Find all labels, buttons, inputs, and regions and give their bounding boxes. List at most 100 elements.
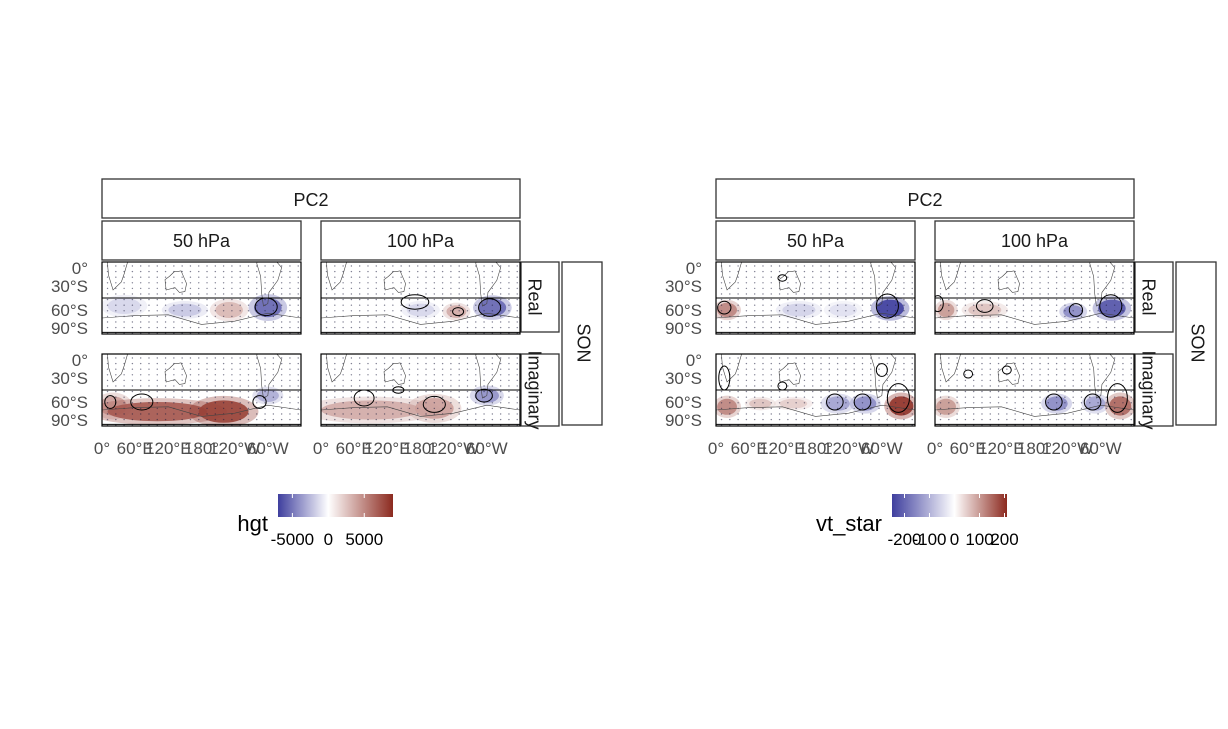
panel-0-0-0-grid-dot — [148, 282, 150, 284]
panel-1-1-1-grid-dot — [997, 396, 1000, 398]
panel-1-0-1-grid-dot — [753, 379, 756, 382]
panel-0-0-1-grid-dot — [181, 396, 183, 398]
panel-0-0-0-grid-dot — [189, 293, 192, 295]
x-tick-label: 60°W — [1080, 439, 1122, 458]
panel-1-0-1-grid-dot — [861, 379, 864, 382]
panel-0-1-0-grid-dot — [466, 282, 469, 284]
panel-0-0-1-grid-dot — [173, 396, 175, 398]
strip-season-label: SON — [1187, 323, 1207, 362]
panel-0-0-0-grid-dot — [156, 276, 158, 278]
panel-1-1-0-grid-dot — [1089, 270, 1091, 273]
panel-0-1-0-grid-dot — [491, 293, 494, 295]
panel-0-0-1-grid-dot — [206, 374, 208, 376]
panel-0-1-0-coastline — [325, 262, 347, 291]
panel-1-0-0-grid-dot — [770, 310, 772, 312]
panel-0-1-0-grid-dot — [417, 293, 419, 295]
y-tick-label: 60°S — [665, 393, 702, 412]
panel-0-1-1-grid-dot — [400, 396, 402, 398]
legend-tick-label: 0 — [324, 530, 333, 549]
y-tick-label: 0° — [72, 259, 88, 278]
panel-0-1-1-grid-dot — [375, 413, 377, 415]
panel-0-0-0-grid-dot — [123, 287, 125, 290]
panel-0-1-1-grid-dot — [392, 413, 394, 415]
panel-0-1-1-grid-dot — [475, 385, 477, 387]
x-tick-label: 180° — [403, 439, 438, 458]
panel-1-1-1-grid-dot — [964, 357, 967, 359]
panel-0-0-1-grid-dot — [189, 418, 192, 421]
panel-1-0-1-grid-dot — [787, 357, 789, 359]
panel-1-0-0-grid-dot — [720, 282, 723, 284]
panel-1-1-1-grid-dot — [981, 368, 983, 370]
panel-1-0-1-grid-dot — [845, 396, 847, 398]
panel-0-1-0-grid-dot — [450, 282, 452, 284]
panel-0-0-1-grid-dot — [181, 418, 183, 421]
panel-0-1-0-grid-dot — [508, 293, 510, 295]
panel-1-0-1-grid-dot — [886, 357, 889, 359]
panel-1-1-0-grid-dot — [1031, 276, 1033, 278]
panel-1-0-0-grid-dot — [820, 293, 822, 295]
panel-0-1-0-grid-dot — [483, 287, 485, 290]
panel-1-0-0-grid-dot — [762, 304, 764, 306]
panel-1-0-0-grid-dot — [762, 270, 764, 273]
panel-1-1-0-grid-dot — [939, 315, 942, 318]
panel-0-0-1-grid-dot — [247, 379, 250, 382]
panel-0-0-1-grid-dot — [239, 385, 241, 387]
panel-0-0-0-grid-dot — [297, 265, 299, 267]
panel-0-0-0-grid-dot — [181, 321, 183, 323]
panel-0-1-1-grid-dot — [334, 402, 336, 404]
panel-0-1-0-grid-dot — [441, 315, 444, 318]
panel-1-1-0-grid-dot — [1080, 310, 1083, 312]
panel-0-0-1-contour — [104, 395, 117, 409]
panel-0-1-1-grid-dot — [491, 368, 494, 370]
panel-1-1-0-grid-dot — [989, 270, 991, 273]
panel-1-1-1-grid-dot — [1064, 396, 1066, 398]
panel-1-1-0-grid-dot — [1022, 287, 1025, 290]
panel-1-1-1-grid-dot — [972, 385, 975, 387]
panel-1-1-1-grid-dot — [1064, 362, 1066, 365]
panel-1-1-0-grid-dot — [1031, 310, 1033, 312]
panel-0-1-0-grid-dot — [392, 293, 394, 295]
panel-1-0-0-grid-dot — [737, 293, 739, 295]
panel-0-0-0-grid-dot — [115, 282, 117, 284]
panel-0-1-1-grid-dot — [350, 379, 353, 382]
panel-1-1-1-grid-dot — [1014, 379, 1016, 382]
panel-1-0-1-grid-dot — [720, 413, 723, 415]
panel-0-1-1-grid-dot — [516, 390, 518, 393]
panel-1-1-0-grid-dot — [1089, 304, 1091, 306]
panel-1-1-0-grid-dot — [1064, 293, 1066, 295]
panel-1-0-0-grid-dot — [795, 315, 797, 318]
panel-1-0-0-grid-dot — [894, 287, 897, 290]
panel-0-0-1-grid-dot — [189, 413, 192, 415]
panel-0-1-1-grid-dot — [491, 385, 494, 387]
panel-1-1-1-grid-dot — [997, 357, 1000, 359]
panel-1-1-1-grid-dot — [1097, 374, 1099, 376]
panel-0-0-1-grid-dot — [256, 379, 258, 382]
panel-1-0-0-grid-dot — [820, 315, 822, 318]
panel-0-1-1-grid-dot — [483, 385, 485, 387]
panel-1-0-0-grid-dot — [745, 326, 748, 329]
panel-0-1-1-grid-dot — [334, 390, 336, 393]
panel-0-0-1-blob — [198, 400, 249, 423]
panel-0-0-0-grid-dot — [115, 293, 117, 295]
panel-0-0-1-contour — [130, 393, 154, 411]
panel-1-0-1-grid-dot — [828, 385, 831, 387]
panel-1-1-0-grid-dot — [1072, 282, 1074, 284]
panel-0-0-1-grid-dot — [139, 418, 142, 421]
panel-0-0-1-grid-dot — [106, 368, 109, 370]
panel-1-0-0-grid-dot — [737, 326, 739, 329]
panel-0-1-1-grid-dot — [450, 396, 452, 398]
strip-column — [101, 220, 302, 261]
panel-1-0-0-grid-dot — [795, 287, 797, 290]
panel-0-1-1-grid-dot — [350, 368, 353, 370]
panel-1-1-0-grid-dot — [1031, 293, 1033, 295]
panel-1-0-0-grid-dot — [795, 293, 797, 295]
panel-1-1-1-grid-dot — [1014, 407, 1016, 410]
panel-1-0-0-grid-dot — [853, 321, 855, 323]
panel-0-1-1-grid-dot — [400, 385, 402, 387]
panel-0-0-0-grid-dot — [272, 270, 275, 273]
panel-1-0-0-grid-dot — [861, 304, 864, 306]
panel-0-0-1-grid-dot — [131, 413, 134, 415]
panel-0-1-0-grid-dot — [325, 321, 328, 323]
panel-1-1-0-grid-dot — [1047, 265, 1050, 267]
panel-0-0-0-grid-dot — [131, 326, 134, 329]
